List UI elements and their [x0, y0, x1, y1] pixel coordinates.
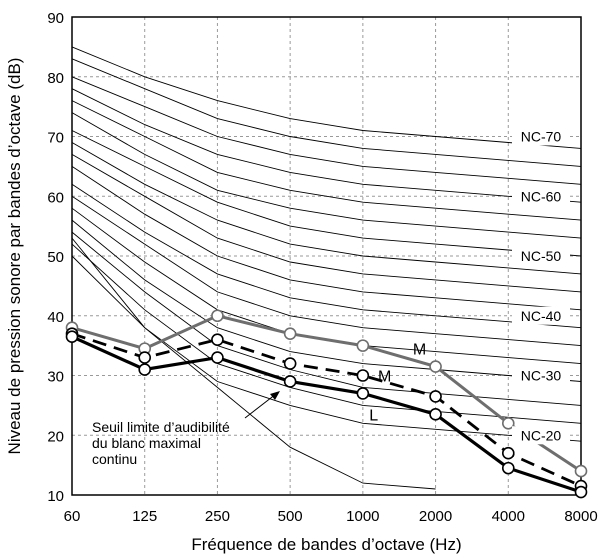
data-point: [138, 351, 152, 364]
nc-curve: [71, 112, 582, 239]
annotation-arrow-line: [244, 393, 277, 419]
threshold-annotation-line: Seuil limite d’audibilité: [92, 419, 230, 435]
data-point: [429, 390, 442, 403]
threshold-annotation-line: du blanc maximal: [92, 435, 201, 451]
y-axis-label: Niveau de pression sonore par bandes d’o…: [5, 58, 24, 455]
threshold-annotation-line: continu: [92, 451, 137, 467]
x-tick-label: 500: [278, 508, 303, 525]
data-point: [574, 485, 588, 499]
y-tick-label: 80: [47, 70, 64, 87]
data-point: [574, 464, 588, 478]
x-tick-label: 8000: [564, 508, 597, 525]
data-point: [65, 330, 79, 343]
nc-curve: [71, 166, 582, 311]
x-tick-label: 60: [64, 508, 81, 525]
data-point: [283, 375, 297, 388]
y-tick-label: 40: [47, 309, 64, 326]
threshold-line: [71, 237, 436, 490]
series-line: [71, 314, 582, 473]
plot-frame: [71, 16, 582, 496]
nc-curves: [71, 46, 582, 442]
nc-label: NC-30: [521, 368, 562, 384]
series-label: L: [369, 407, 378, 424]
chart-labels: NC-70 NC-60 NC-50 NC-40 NC-30 NC-20 M M L: [369, 127, 570, 445]
series-label: M: [378, 369, 391, 386]
series-line: [71, 332, 582, 488]
data-series: [65, 309, 588, 499]
nc-curve: [71, 76, 582, 185]
nc-label-bg: [512, 306, 570, 325]
series-solid-black: [65, 330, 588, 499]
nc-curve: [71, 88, 582, 203]
nc-curve: [71, 183, 582, 329]
data-point: [138, 363, 152, 376]
nc-label-bg: [512, 426, 570, 445]
x-axis-label: Fréquence de bandes d’octave (Hz): [191, 535, 461, 554]
data-point: [429, 360, 442, 373]
nc-curve: [71, 100, 582, 221]
series-dashed-black: [65, 327, 588, 493]
series-label: M: [413, 342, 426, 359]
nc-curve: [71, 46, 582, 149]
data-point: [211, 351, 224, 364]
data-point: [501, 416, 515, 430]
y-tick-label: 70: [47, 130, 64, 147]
x-tick-label: 4000: [492, 508, 525, 525]
nc-curve: [71, 142, 582, 275]
tick-labels: 60 125 250 500 1000 2000 4000 8000 10 20 30 40 50 60 7…: [47, 10, 597, 525]
data-point: [211, 309, 224, 323]
x-tick-label: 125: [132, 508, 157, 525]
data-point: [283, 327, 297, 340]
y-tick-label: 60: [47, 189, 64, 206]
data-point: [283, 357, 297, 370]
data-point: [501, 446, 515, 460]
nc-curve: [71, 58, 582, 167]
x-tick-label: 2000: [419, 508, 452, 525]
series-line: [71, 335, 582, 494]
data-point: [356, 369, 370, 382]
nc-label-bg: [512, 247, 570, 265]
nc-curve: [71, 130, 582, 257]
data-point: [356, 339, 370, 352]
nc-curve: [71, 154, 582, 293]
nc-label-bg: [512, 187, 570, 206]
data-point: [356, 387, 370, 400]
nc-curve: [71, 231, 582, 406]
data-point: [211, 333, 224, 346]
nc-label: NC-60: [521, 188, 562, 204]
y-tick-label: 30: [47, 369, 64, 386]
nc-label-bg: [512, 127, 570, 146]
nc-curve: [71, 255, 582, 442]
annotation-arrow-head: [270, 391, 280, 400]
data-point: [501, 461, 515, 475]
nc-label: NC-40: [521, 308, 562, 324]
nc-curve: [71, 219, 582, 382]
nc-label: NC-20: [521, 427, 562, 443]
nc-label-bg: [512, 366, 570, 385]
y-tick-label: 20: [47, 428, 64, 445]
data-point: [429, 408, 442, 421]
nc-label: NC-50: [521, 248, 562, 264]
nc-curve: [71, 195, 582, 347]
x-tick-label: 1000: [346, 508, 379, 525]
y-tick-label: 90: [47, 10, 64, 27]
x-tick-label: 250: [205, 508, 230, 525]
y-tick-label: 50: [47, 249, 64, 266]
y-tick-label: 10: [47, 488, 64, 505]
nc-label: NC-70: [521, 129, 562, 145]
nc-curve: [71, 243, 582, 424]
